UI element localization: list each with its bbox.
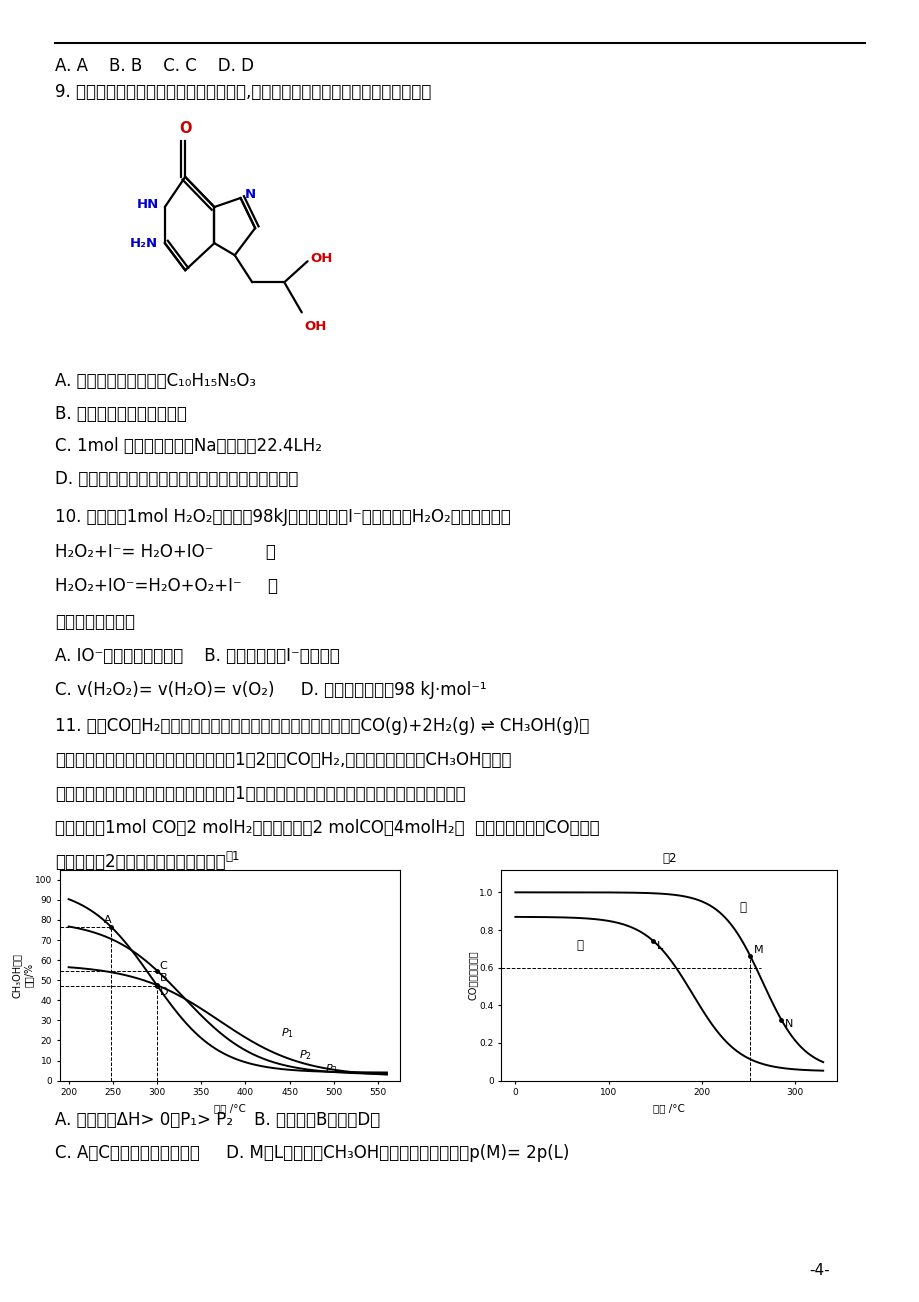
Text: O: O	[179, 121, 191, 137]
Text: C. A、C两点的平衡常数相同     D. M、L两点中，CH₃OH的体积分数相同，且p(M)= 2p(L): C. A、C两点的平衡常数相同 D. M、L两点中，CH₃OH的体积分数相同，且…	[55, 1144, 569, 1163]
Text: A. 该反应的ΔH> 0；P₁> P₂    B. 反应速率B点高于D点: A. 该反应的ΔH> 0；P₁> P₂ B. 反应速率B点高于D点	[55, 1111, 380, 1129]
Text: D: D	[160, 987, 168, 997]
Y-axis label: CH₃OH体积
分数/%: CH₃OH体积 分数/%	[12, 953, 33, 997]
Text: OH: OH	[304, 320, 326, 333]
Text: 下列说法正确的是: 下列说法正确的是	[55, 613, 135, 631]
Text: 在体积一定的密闭容器中按物质的量之比1：2充入CO和H₂,测得平衡混合物中CH₃OH的体积: 在体积一定的密闭容器中按物质的量之比1：2充入CO和H₂,测得平衡混合物中CH₃…	[55, 751, 511, 769]
X-axis label: 温度 /°C: 温度 /°C	[652, 1103, 685, 1113]
Text: 乙: 乙	[739, 901, 745, 914]
Text: $P_3$: $P_3$	[324, 1062, 337, 1077]
Text: H₂O₂+I⁻= H₂O+IO⁻          慢: H₂O₂+I⁻= H₂O+IO⁻ 慢	[55, 543, 276, 561]
Text: L: L	[656, 940, 663, 950]
Text: 图1: 图1	[225, 850, 239, 863]
Text: 9. 喷普洛韦主要用于口唇或面部单纯疱疹,结构简式如图所示，下列说法不正确的是: 9. 喷普洛韦主要用于口唇或面部单纯疱疹,结构简式如图所示，下列说法不正确的是	[55, 83, 431, 102]
Text: B. 喷普洛韦能发生取代反应: B. 喷普洛韦能发生取代反应	[55, 405, 187, 423]
Text: C. 1mol 该有机物与足量Na反应产生22.4LH₂: C. 1mol 该有机物与足量Na反应产生22.4LH₂	[55, 437, 322, 456]
Text: M: M	[754, 944, 763, 954]
Text: A. 喷普洛韦的分子式为C₁₀H₁₅N₅O₃: A. 喷普洛韦的分子式为C₁₀H₁₅N₅O₃	[55, 372, 255, 391]
Text: B: B	[160, 974, 167, 983]
Text: A: A	[104, 915, 111, 924]
Text: $P_1$: $P_1$	[280, 1026, 293, 1040]
Text: C. v(H₂O₂)= v(H₂O)= v(O₂)     D. 反应活化能等于98 kJ·mol⁻¹: C. v(H₂O₂)= v(H₂O)= v(O₂) D. 反应活化能等于98 k…	[55, 681, 486, 699]
Text: A. IO⁻是该反应的催化剂    B. 反应的速率与I⁻浓度有关: A. IO⁻是该反应的催化剂 B. 反应的速率与I⁻浓度有关	[55, 647, 340, 665]
Text: $P_2$: $P_2$	[298, 1048, 311, 1062]
Text: 10. 已知分解1mol H₂O₂放出热量98kJ。在含有少量I⁻的溶液中，H₂O₂分解机理为：: 10. 已知分解1mol H₂O₂放出热量98kJ。在含有少量I⁻的溶液中，H₂…	[55, 508, 510, 526]
Text: N: N	[244, 189, 255, 202]
X-axis label: 温度 /°C: 温度 /°C	[214, 1103, 245, 1113]
Text: 甲: 甲	[575, 939, 583, 952]
Text: 11. 利用CO和H₂在催化剂的作用下合成甲醇，发生如下反应：CO(g)+2H₂(g) ⇌ CH₃OH(g)。: 11. 利用CO和H₂在催化剂的作用下合成甲醇，发生如下反应：CO(g)+2H₂…	[55, 717, 589, 736]
Text: H₂N: H₂N	[130, 237, 157, 250]
Text: 分数在不同压强下随温度的变化情况如图1所示。现有两个体积相同的恒容密闭容器甲和乙，: 分数在不同压强下随温度的变化情况如图1所示。现有两个体积相同的恒容密闭容器甲和乙…	[55, 785, 465, 803]
Text: C: C	[160, 961, 167, 970]
Text: N: N	[784, 1019, 792, 1029]
Text: -4-: -4-	[809, 1263, 829, 1279]
Text: HN: HN	[137, 198, 159, 211]
Text: 向甲中加入1mol CO和2 molH₂，向乙中加入2 molCO和4molH₂，  测得不同温度下CO的平衡: 向甲中加入1mol CO和2 molH₂，向乙中加入2 molCO和4molH₂…	[55, 819, 599, 837]
Text: A. A    B. B    C. C    D. D: A. A B. B C. C D. D	[55, 57, 254, 76]
Text: OH: OH	[311, 251, 333, 264]
Text: 图2: 图2	[662, 853, 675, 866]
Text: H₂O₂+IO⁻=H₂O+O₂+I⁻     快: H₂O₂+IO⁻=H₂O+O₂+I⁻ 快	[55, 577, 278, 595]
Y-axis label: CO的平衡转化率: CO的平衡转化率	[468, 950, 478, 1000]
Text: 转化率如图2所示。下列说法正确的是: 转化率如图2所示。下列说法正确的是	[55, 853, 225, 871]
Text: D. 喷普洛韦分子中所有碳原子不可能都处于同一平面: D. 喷普洛韦分子中所有碳原子不可能都处于同一平面	[55, 470, 299, 488]
